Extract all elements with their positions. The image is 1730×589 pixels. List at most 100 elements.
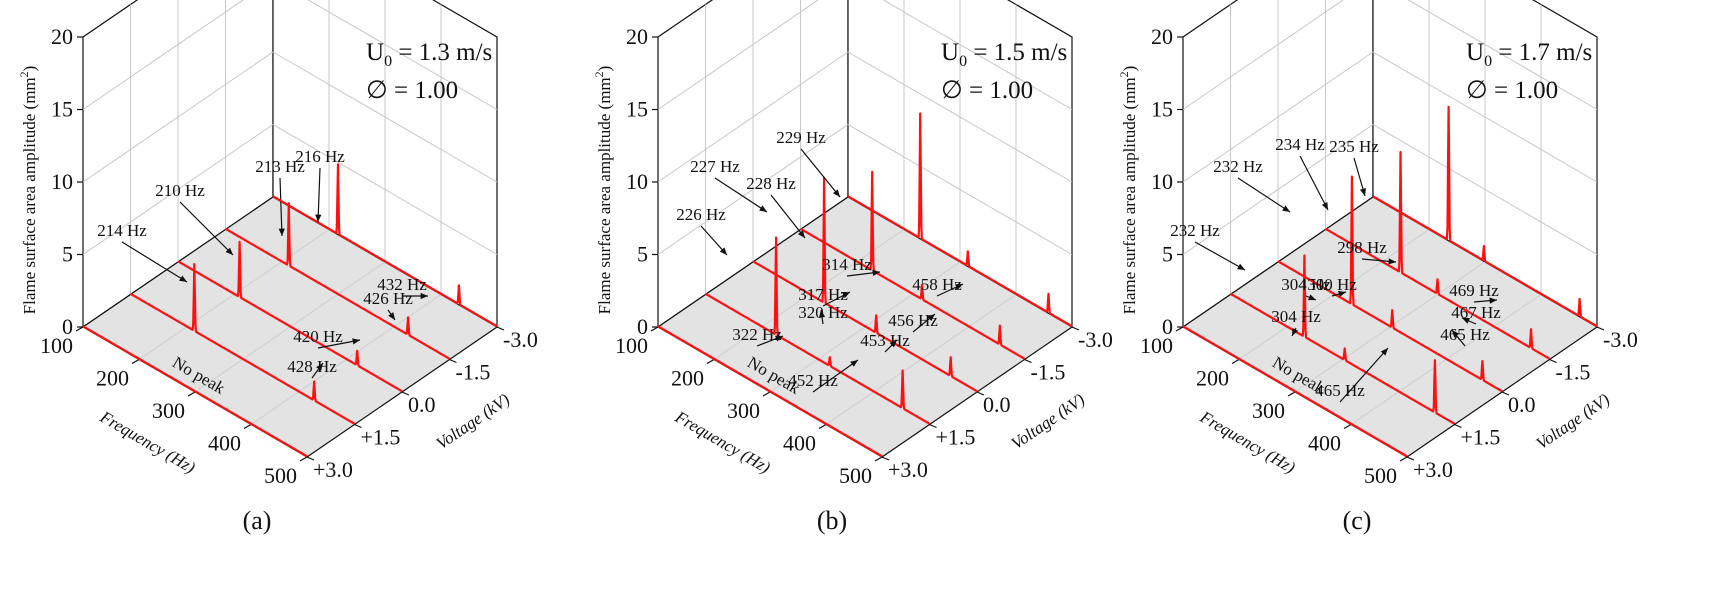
peak-label: 304 Hz (1271, 307, 1321, 326)
x-tick-label: 500 (264, 463, 297, 488)
peak-arrowhead (179, 275, 187, 282)
peak-label: 467 Hz (1451, 303, 1501, 322)
x-tick-mark (650, 326, 659, 332)
peak-label: 234 Hz (1275, 135, 1325, 154)
peak-label: 210 Hz (155, 181, 205, 200)
voltage-tick-label: -1.5 (1031, 360, 1066, 385)
y-tick-label: 0 (62, 314, 73, 339)
y-axis-title-sup: 2 (17, 71, 31, 77)
y-tick-label: 15 (51, 97, 73, 122)
x-tick-mark (1399, 456, 1408, 462)
x-tick-mark (131, 358, 140, 365)
spectrum-line-3 (657, 325, 883, 458)
voltage-tick-mark (1596, 326, 1605, 331)
spectrum-line--1.5 (1325, 150, 1551, 360)
peak-arrowhead (872, 269, 880, 276)
voltage-tick-mark (496, 326, 505, 331)
y-tick-label: 10 (626, 169, 648, 194)
panel-label: (a) (243, 506, 272, 535)
velocity-annotation-sub: 0 (959, 53, 967, 70)
peak-arrow (1339, 347, 1389, 403)
spectrum-line--3 (1372, 105, 1598, 328)
spectrum-line-0 (752, 176, 978, 393)
peak-arrowhead (420, 292, 428, 300)
peak-arrow (800, 148, 841, 198)
voltage-tick-label: -3.0 (503, 327, 538, 352)
peak-arrow (770, 194, 806, 239)
peak-label: 226 Hz (676, 205, 726, 224)
peak-label: 322 Hz (732, 325, 782, 344)
y-axis-title-sup: 2 (592, 71, 606, 77)
peak-arrowhead (352, 338, 360, 345)
voltage-tick-label: 0.0 (1508, 392, 1536, 417)
x-tick-mark (1287, 391, 1296, 397)
peak-label: 452 Hz (788, 371, 838, 390)
voltage-tick-mark (306, 456, 315, 461)
voltage-tick-label: -1.5 (1556, 360, 1591, 385)
voltage-tick-mark (401, 391, 410, 396)
x-tick-label: 300 (152, 398, 185, 423)
peak-label: 426 Hz (363, 289, 413, 308)
x-tick-mark (243, 423, 252, 430)
y-tick-label: 5 (1162, 242, 1173, 267)
voltage-tick-mark (354, 423, 362, 429)
panel-label: (b) (817, 506, 847, 535)
x-tick-label: 500 (1364, 463, 1397, 488)
voltage-axis-title: Voltage (kV) (1008, 390, 1089, 454)
x-tick-mark (1231, 358, 1240, 365)
voltage-tick-mark (929, 423, 937, 429)
peak-label: 456 Hz (888, 311, 938, 330)
spectrum-line-1.5 (130, 263, 356, 425)
spectrum-line-0 (177, 240, 403, 393)
peak-arrowhead (316, 363, 323, 371)
x-tick-label: 300 (727, 398, 760, 423)
voltage-tick-label: -3.0 (1603, 327, 1638, 352)
voltage-tick-mark (1549, 358, 1557, 364)
peak-arrowhead (1452, 330, 1460, 338)
peak-arrowhead (797, 230, 805, 238)
voltage-tick-mark (1071, 326, 1080, 331)
voltage-tick-mark (976, 391, 985, 396)
voltage-tick-mark (1454, 423, 1462, 429)
y-tick-label: 20 (1151, 24, 1173, 49)
peak-arrow (317, 167, 321, 223)
peak-label: 458 Hz (912, 275, 962, 294)
voltage-tick-label: +3.0 (313, 457, 353, 482)
peak-label: 453 Hz (860, 331, 910, 350)
peak-arrow (121, 241, 188, 283)
y-tick-label: 15 (626, 97, 648, 122)
y-axis-title: Flame surface area amplitude (mm2) (592, 66, 614, 315)
peak-label: 298 Hz (1337, 238, 1387, 257)
peak-label: 232 Hz (1213, 157, 1263, 176)
spectrum-line-3 (1182, 325, 1408, 458)
peak-label: 229 Hz (776, 128, 826, 147)
peak-arrowhead (1359, 188, 1366, 196)
phi-annotation: ∅ = 1.00 (941, 77, 1033, 104)
peak-label: 465 Hz (1315, 381, 1365, 400)
peak-arrowhead (1321, 202, 1328, 210)
spectrum-line-3 (82, 325, 308, 458)
x-tick-mark (706, 358, 715, 365)
x-tick-label: 200 (671, 366, 704, 391)
peak-arrow (1299, 155, 1329, 211)
voltage-tick-mark (1501, 391, 1510, 396)
y-axis-title-end: ) (20, 66, 39, 72)
peak-arrowhead (955, 284, 963, 290)
y-tick-label: 0 (637, 314, 648, 339)
y-axis-title: Flame surface area amplitude (mm2) (17, 66, 39, 315)
y-axis-title-end: ) (1120, 66, 1139, 72)
x-tick-mark (874, 456, 883, 462)
peak-arrow (714, 177, 768, 213)
peak-label: 465 Hz (1440, 325, 1490, 344)
peak-arrowhead (759, 205, 767, 212)
x-tick-mark (299, 456, 308, 462)
x-tick-label: 400 (208, 431, 241, 456)
voltage-axis-title: Voltage (kV) (433, 390, 514, 454)
peak-label: 432 Hz (377, 275, 427, 294)
peak-arrow (179, 201, 234, 256)
peak-label: 314 Hz (822, 255, 872, 274)
peak-label: 232 Hz (1170, 221, 1220, 240)
peak-arrowhead (1489, 297, 1497, 304)
